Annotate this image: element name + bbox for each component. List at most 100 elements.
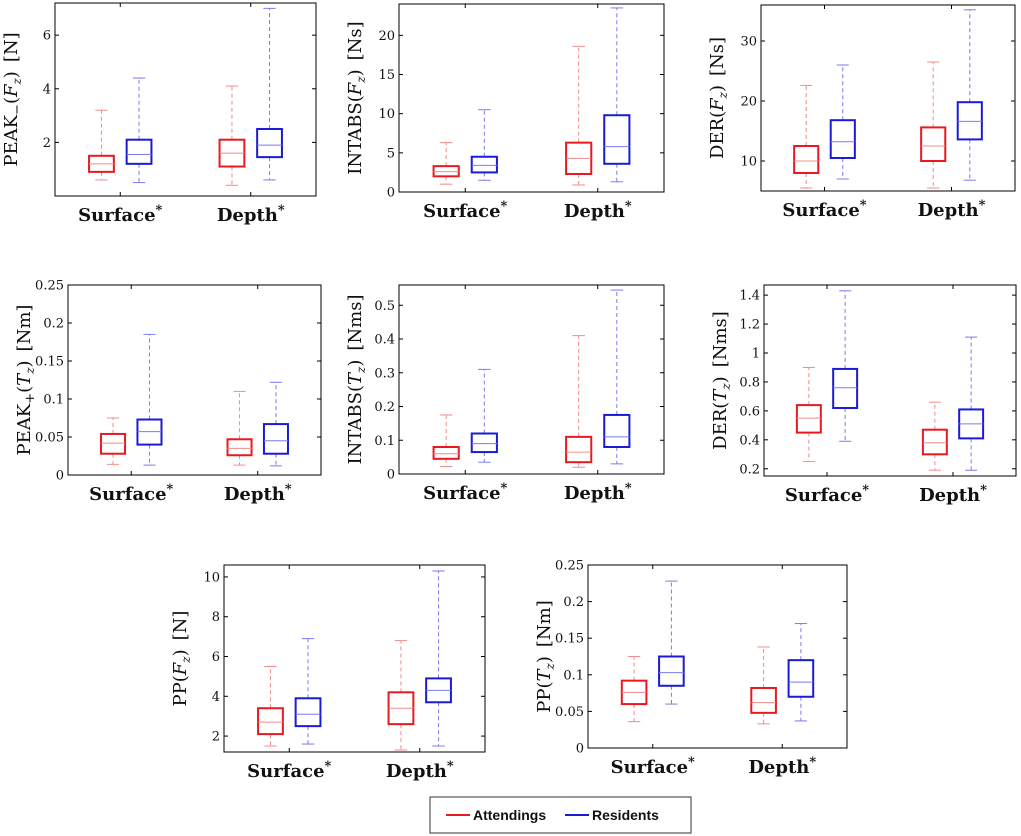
category-label-surface: Surface* <box>611 755 695 778</box>
y-tick-label: 0.2 <box>739 462 760 477</box>
box-residents-depth <box>256 127 283 159</box>
y-axis-label: INTABS(Fz) [Ns] <box>345 21 368 174</box>
box-attendings-depth <box>750 686 777 714</box>
axes-frame <box>760 4 1016 192</box>
y-tick-label: 10 <box>740 155 757 170</box>
box-residents-depth <box>603 413 631 448</box>
y-tick-label: 10 <box>203 570 220 585</box>
y-tick-label: 0.5 <box>374 299 395 314</box>
subplot-6: 0.2 0.4 0.6 0.8 1 1.2 1.4 Surface* Depth* DER(Tz)… <box>710 284 1017 506</box>
box-residents-surface <box>832 367 859 409</box>
subplot-7: 2 4 6 8 10 Surface* Depth* PP(Fz) [N] <box>170 564 486 782</box>
y-tick-label: 0.15 <box>555 632 584 647</box>
y-axis-label: PP(Fz) [N] <box>170 611 193 707</box>
y-tick-label: 15 <box>378 68 395 83</box>
y-tick-label: 4 <box>43 82 51 97</box>
y-tick-label: 0.2 <box>563 595 584 610</box>
y-tick-label: 0.1 <box>43 393 64 408</box>
y-tick-label: 10 <box>378 107 395 122</box>
box-attendings-depth <box>565 435 593 464</box>
box-residents-depth <box>262 423 289 455</box>
y-axis-label: INTABS(Tz) [Nms] <box>345 295 368 465</box>
axes-frame <box>67 284 322 476</box>
box-residents-surface <box>294 697 322 728</box>
y-tick-label: 0.25 <box>555 559 584 574</box>
y-tick-label: 6 <box>212 650 220 665</box>
category-label-surface: Surface* <box>423 481 507 504</box>
category-label-surface: Surface* <box>78 203 162 226</box>
legend-label-attendings: Attendings <box>473 807 546 823</box>
y-tick-label: 0.25 <box>35 279 64 294</box>
y-tick-label: 0 <box>56 469 64 484</box>
box-attendings-surface <box>793 145 820 174</box>
y-tick-label: 0.2 <box>374 400 395 415</box>
box-attendings-surface <box>100 432 127 455</box>
category-label-surface: Surface* <box>785 483 869 506</box>
y-tick-label: 0 <box>387 468 395 483</box>
legend: Attendings Residents <box>429 796 692 834</box>
y-tick-label: 20 <box>378 29 395 44</box>
y-tick-label: 2 <box>43 136 51 151</box>
y-tick-label: 4 <box>212 690 220 705</box>
y-axis-label: DER(Fz) [Ns] <box>707 37 730 159</box>
y-tick-label: 30 <box>740 35 757 50</box>
y-tick-label: 0.15 <box>35 355 64 370</box>
box-attendings-depth <box>226 438 253 457</box>
subplot-8: 0 0.05 0.1 0.15 0.2 0.25 Surface* Depth* PP(Tz) … <box>534 559 848 778</box>
box-attendings-surface <box>432 446 460 460</box>
box-residents-depth <box>787 659 815 698</box>
box-residents-surface <box>658 655 685 687</box>
y-tick-label: 0.1 <box>374 434 395 449</box>
axes-frame <box>398 3 665 193</box>
subplot-3: 10 20 30 Surface* Depth* DER(Fz) [Ns] <box>707 4 1016 221</box>
box-residents-surface <box>125 138 153 165</box>
y-axis-label: DER(Tz) [Nms] <box>710 311 733 450</box>
subplot-4: 0 0.05 0.1 0.15 0.2 0.25 Surface* Depth* PEAK+(T… <box>14 279 322 505</box>
subplot-1: 2 4 6 Surface* Depth* PEAK−(Fz) [N] <box>1 2 317 226</box>
category-label-depth: Depth* <box>919 483 987 506</box>
y-tick-label: 0 <box>576 742 584 757</box>
box-residents-surface <box>829 119 856 159</box>
y-tick-label: 0.2 <box>43 317 64 332</box>
y-tick-label: 1.2 <box>739 318 760 333</box>
category-label-surface: Surface* <box>782 198 866 221</box>
box-attendings-surface <box>795 404 822 434</box>
box-residents-surface <box>470 432 498 454</box>
axes-frame <box>587 564 848 749</box>
y-axis-label: PEAK+(Tz) [Nm] <box>14 305 38 456</box>
box-residents-depth <box>956 101 983 141</box>
box-residents-depth <box>603 114 631 165</box>
y-tick-label: 20 <box>740 95 757 110</box>
box-attendings-surface <box>257 707 284 736</box>
y-tick-label: 0.4 <box>374 333 395 348</box>
legend-label-residents: Residents <box>592 807 659 823</box>
category-label-depth: Depth* <box>564 481 632 504</box>
category-label-surface: Surface* <box>89 482 173 505</box>
axes-frame <box>54 2 317 197</box>
box-attendings-depth <box>921 428 948 456</box>
y-tick-label: 0.8 <box>739 375 760 390</box>
category-label-surface: Surface* <box>247 759 331 782</box>
category-label-depth: Depth* <box>386 759 454 782</box>
box-attendings-depth <box>920 126 947 162</box>
y-tick-label: 2 <box>212 730 220 745</box>
y-tick-label: 1 <box>752 347 760 362</box>
y-tick-label: 0.1 <box>563 668 584 683</box>
y-axis-label: PP(Tz) [Nm] <box>534 600 557 713</box>
y-axis-label: PEAK−(Fz) [N] <box>1 32 25 166</box>
y-tick-label: 0 <box>387 186 395 201</box>
axes-frame <box>223 564 486 753</box>
category-label-surface: Surface* <box>423 199 507 222</box>
y-tick-label: 0.05 <box>35 431 64 446</box>
category-label-depth: Depth* <box>217 203 285 226</box>
y-tick-label: 0.3 <box>374 366 395 381</box>
axes-frame <box>398 284 665 475</box>
axes-frame <box>763 284 1017 477</box>
subplot-2: 0 5 10 15 20 Surface* Depth* INTABS(Fz) [Ns] <box>345 3 665 222</box>
category-label-depth: Depth* <box>224 482 292 505</box>
category-label-depth: Depth* <box>748 755 816 778</box>
box-residents-surface <box>470 155 498 174</box>
category-label-depth: Depth* <box>918 198 986 221</box>
y-tick-label: 1.4 <box>739 289 760 304</box>
